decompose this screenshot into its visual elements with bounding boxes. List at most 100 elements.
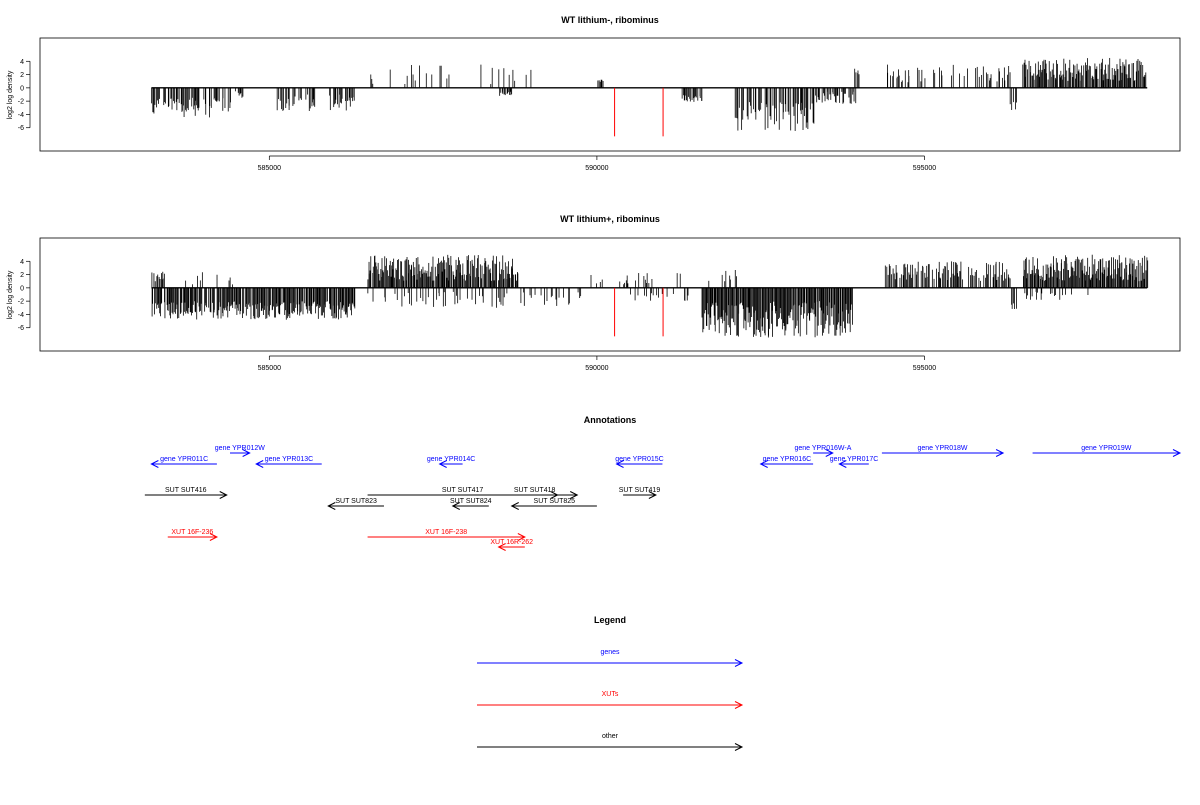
arrow-head	[438, 460, 447, 468]
legend-item-xut: XUTs	[477, 691, 744, 709]
feature-label: gene YPR013C	[265, 456, 314, 463]
feature-gene: gene YPR012W	[215, 445, 265, 457]
feature-label: XUT 16R-262	[490, 539, 533, 546]
arrow-head	[242, 449, 251, 457]
y-tick-label: -6	[18, 325, 24, 332]
feature-other: SUT SUT825	[510, 498, 597, 510]
feature-label: XUT 16F-236	[171, 529, 213, 536]
arrow-head	[995, 449, 1005, 457]
red-marker-group	[614, 287, 664, 337]
y-tick-label: 4	[20, 259, 24, 266]
x-tick-label: 595000	[913, 165, 936, 172]
feature-gene: gene YPR011C	[150, 456, 217, 468]
x-tick-label: 595000	[913, 365, 936, 372]
feature-gene: gene YPR019W	[1032, 445, 1182, 457]
feature-label: SUT SUT417	[442, 487, 484, 494]
feature-xut: XUT 16F-236	[167, 529, 219, 541]
feature-label: SUT SUT824	[450, 498, 492, 505]
arrow-head	[838, 460, 847, 468]
arrow-head	[759, 460, 768, 468]
legend-label: XUTs	[602, 691, 619, 698]
arrow-head	[451, 502, 460, 510]
legend-panel: Legend genes XUTs other	[477, 615, 744, 751]
arrow-head	[615, 460, 624, 468]
feature-label: gene YPR014C	[427, 456, 476, 463]
panel-title: WT lithium+, ribominus	[560, 214, 660, 224]
x-tick-label: 585000	[258, 165, 281, 172]
arrow-head	[570, 491, 579, 499]
arrow-head	[734, 659, 744, 667]
feature-xut: XUT 16R-262	[490, 539, 533, 551]
y-axis-label: log2 log density	[7, 70, 14, 119]
feature-gene: gene YPR018W	[881, 445, 1005, 457]
plot-frame	[39, 237, 1181, 352]
arrow-head	[510, 502, 519, 510]
feature-label: SUT SUT418	[514, 487, 556, 494]
feature-other: SUT SUT418	[492, 487, 579, 499]
feature-other: SUT SUT419	[619, 487, 661, 499]
legend-title: Legend	[594, 615, 626, 625]
coverage-panel-lithium-minus: WT lithium-, ribominus log2 log density …	[7, 15, 1181, 172]
arrow-head	[734, 743, 744, 751]
red-marker-group	[614, 87, 664, 137]
bar-group	[151, 57, 1148, 131]
plot-frame	[39, 37, 1181, 152]
feature-label: gene YPR018W	[917, 445, 967, 452]
x-tick-label: 590000	[585, 365, 608, 372]
legend-item-gene: genes	[477, 649, 744, 667]
arrow-head	[327, 502, 336, 510]
arrow-head	[497, 543, 506, 551]
feature-label: SUT SUT416	[165, 487, 207, 494]
feature-other: SUT SUT823	[327, 498, 384, 510]
feature-gene: gene YPR014C	[427, 456, 476, 468]
arrow-head	[648, 491, 657, 499]
y-tick-label: -2	[18, 299, 24, 306]
feature-other: SUT SUT416	[144, 487, 228, 499]
y-tick-label: 4	[20, 59, 24, 66]
feature-label: gene YPR011C	[160, 456, 208, 463]
feature-label: gene YPR016W-A	[794, 445, 851, 452]
arrow-head	[1172, 449, 1182, 457]
feature-gene: gene YPR017C	[830, 456, 879, 468]
panel-title: WT lithium-, ribominus	[561, 15, 659, 25]
arrow-head	[209, 533, 219, 541]
feature-label: gene YPR012W	[215, 445, 265, 452]
y-tick-label: -4	[18, 312, 24, 319]
feature-label: SUT SUT419	[619, 487, 661, 494]
feature-label: SUT SUT823	[335, 498, 377, 505]
x-tick-label: 590000	[585, 165, 608, 172]
y-axis-label: log2 log density	[7, 270, 14, 319]
feature-label: gene YPR016C	[763, 456, 812, 463]
axis-group: -6 -4 -2 0 2 4 585000 590000 595000	[18, 59, 937, 172]
coverage-panel-lithium-plus: WT lithium+, ribominus log2 log density …	[7, 214, 1181, 372]
arrow-head	[255, 460, 264, 468]
arrow-head	[825, 449, 834, 457]
feature-gene: gene YPR015C	[615, 456, 664, 468]
annotations-title: Annotations	[584, 415, 637, 425]
arrow-head	[219, 491, 228, 499]
feature-label: SUT SUT825	[534, 498, 576, 505]
legend-label: genes	[600, 649, 620, 656]
feature-gene: gene YPR016C	[759, 456, 814, 468]
bar-group	[151, 254, 1149, 338]
y-tick-label: 2	[20, 72, 24, 79]
feature-other: SUT SUT824	[450, 498, 492, 510]
feature-xut: XUT 16F-238	[367, 529, 526, 541]
feature-label: XUT 16F-238	[425, 529, 467, 536]
legend-items: genes XUTs other	[477, 649, 744, 751]
x-tick-label: 585000	[258, 365, 281, 372]
y-tick-label: -4	[18, 112, 24, 119]
arrow-head	[734, 701, 744, 709]
arrow-head	[517, 533, 526, 541]
y-tick-label: -2	[18, 99, 24, 106]
legend-label: other	[602, 733, 619, 740]
axis-group: -6 -4 -2 0 2 4 585000 590000 595000	[18, 259, 937, 372]
feature-label: gene YPR019W	[1081, 445, 1131, 452]
arrow-head	[150, 460, 159, 468]
feature-label: gene YPR017C	[830, 456, 879, 463]
y-tick-label: -6	[18, 125, 24, 132]
legend-item-other: other	[477, 733, 744, 751]
